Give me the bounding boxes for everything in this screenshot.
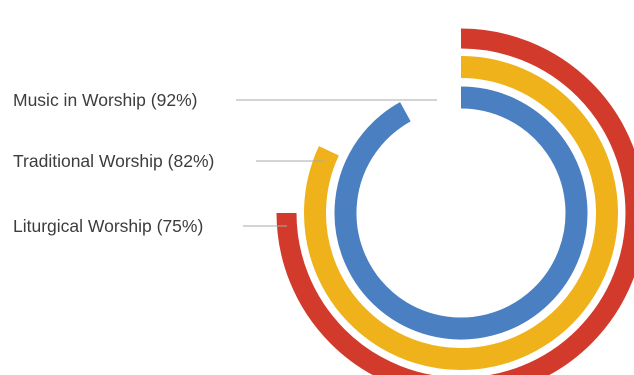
arc-liturgical-worship — [276, 28, 634, 375]
series-label-liturgical-worship: Liturgical Worship (75%) — [13, 216, 203, 236]
arc-traditional-worship — [304, 56, 618, 370]
series-label-music-in-worship: Music in Worship (92%) — [13, 90, 197, 110]
arc-music-in-worship — [334, 86, 588, 340]
chart-labels: Music in Worship (92%) Traditional Worsh… — [13, 90, 214, 236]
chart-leader-lines — [236, 99, 438, 227]
chart-arcs — [276, 28, 634, 375]
series-label-traditional-worship: Traditional Worship (82%) — [13, 151, 214, 171]
